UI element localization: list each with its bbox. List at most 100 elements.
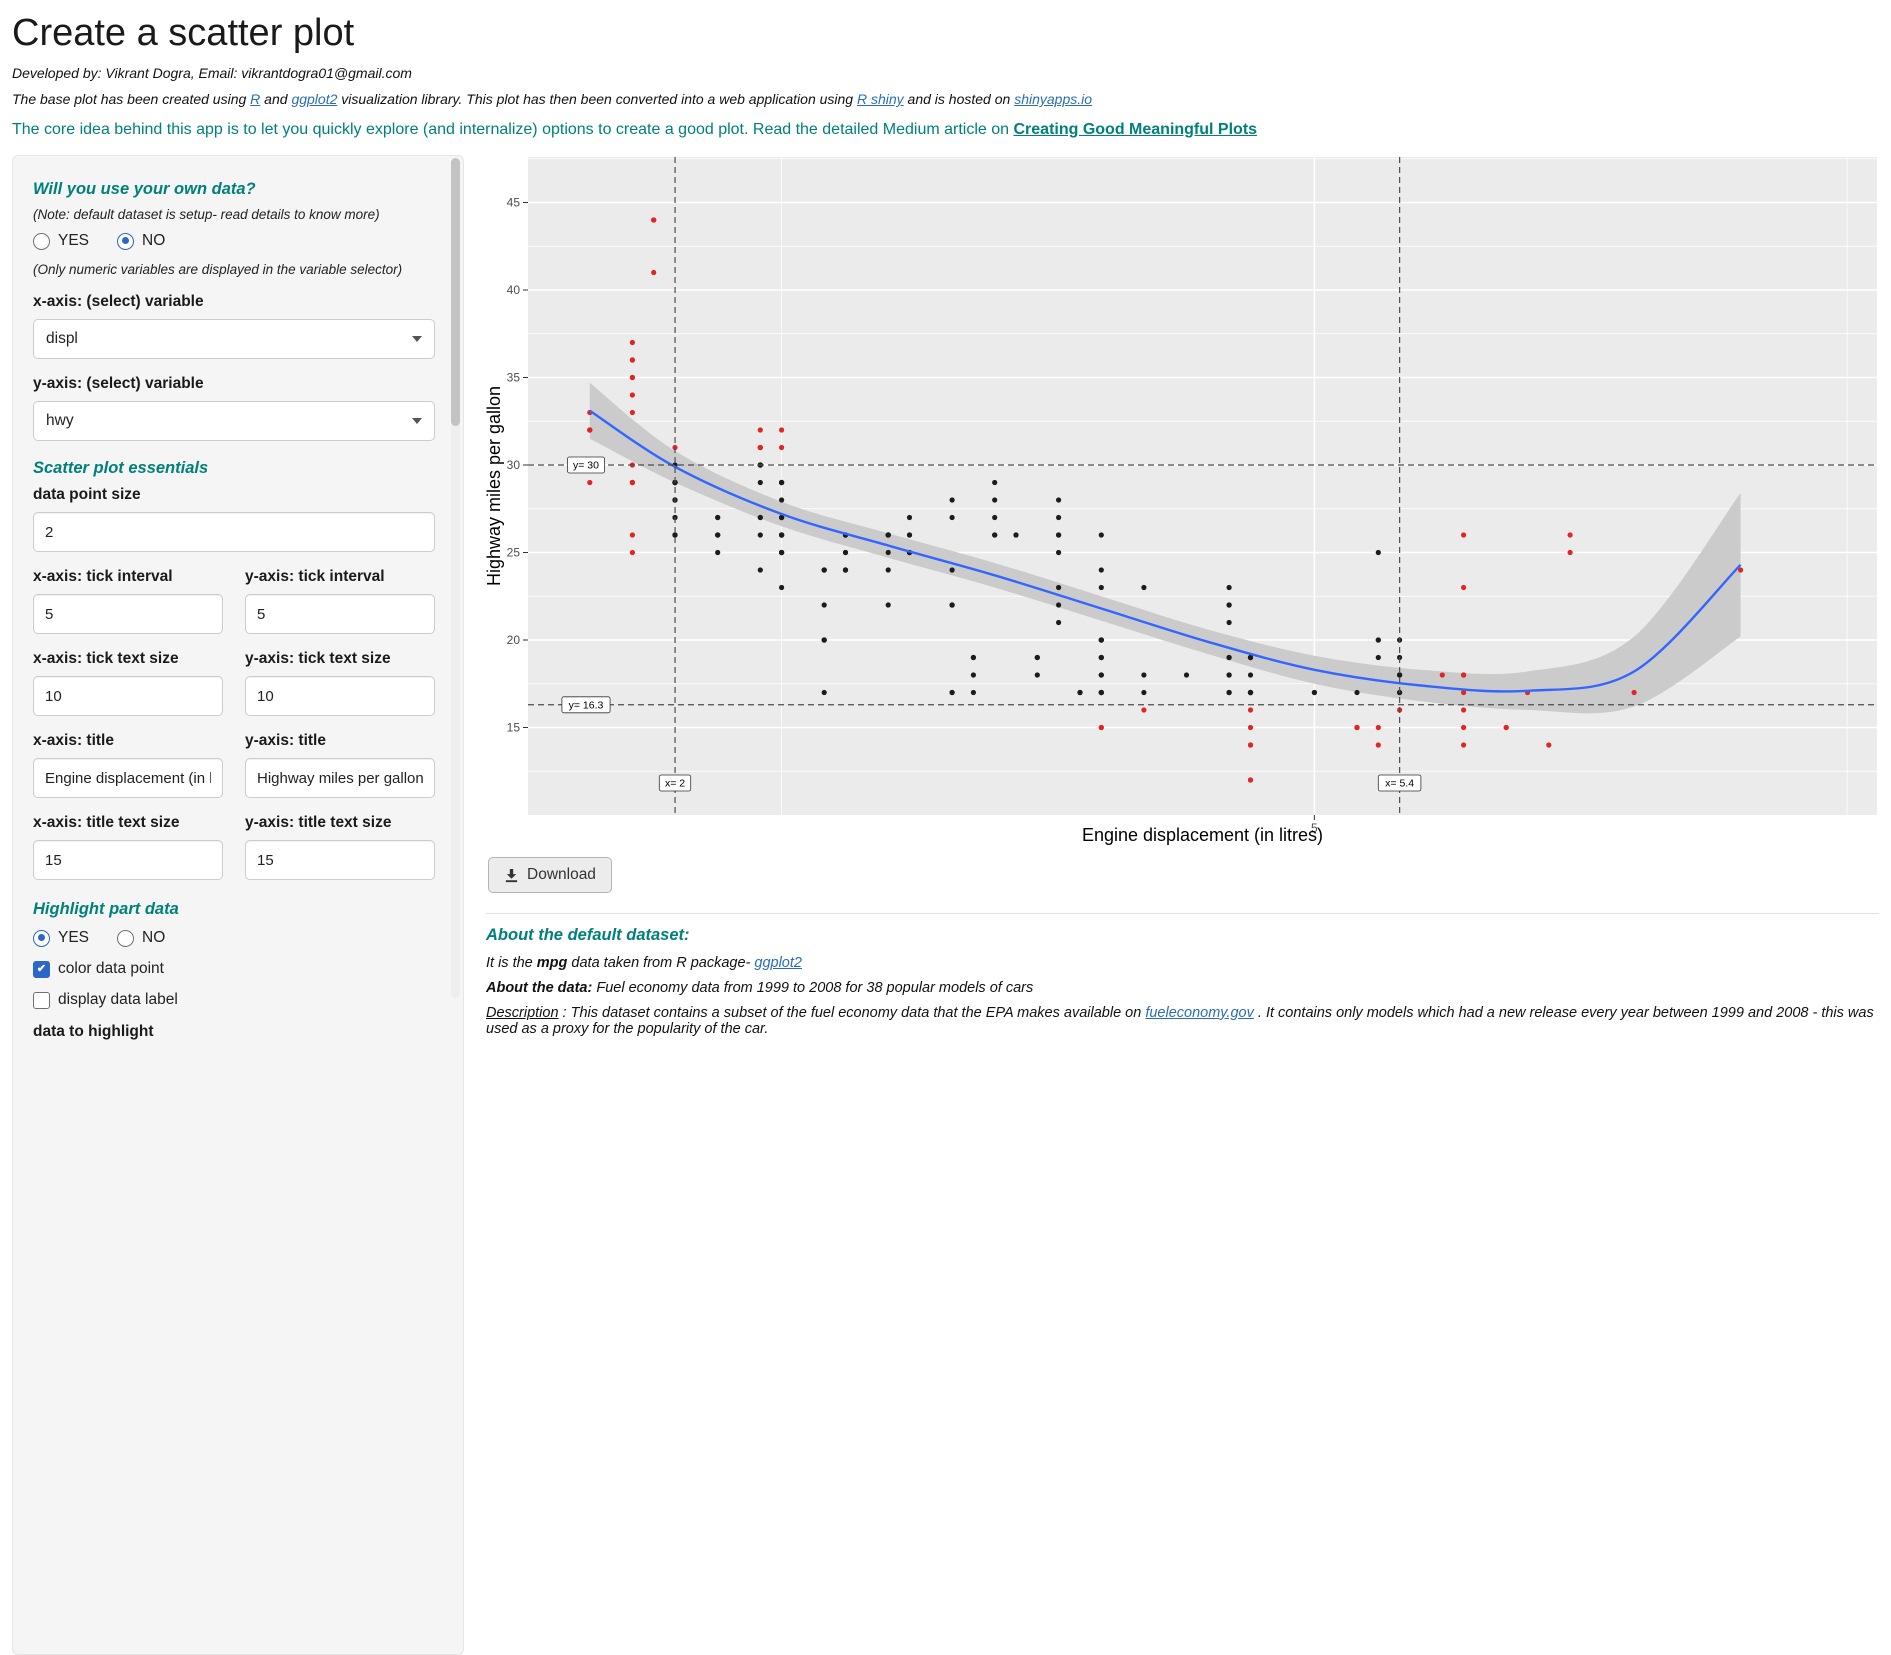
fueleconomy-link[interactable]: fueleconomy.gov [1145, 1005, 1254, 1021]
content-row: Will you use your own data? (Note: defau… [12, 155, 1879, 1655]
highlight-yes-radio[interactable]: YES [33, 929, 89, 947]
highlight-radio-group: YES NO [33, 929, 435, 947]
y-axis-title-label: y-axis: title [245, 732, 326, 749]
x-axis-title-input[interactable] [33, 758, 223, 798]
own-data-no-radio[interactable]: NO [117, 232, 165, 250]
point-size-label: data point size [33, 486, 141, 503]
y-axis-title-input[interactable] [245, 758, 435, 798]
highlight-heading: Highlight part data [33, 900, 179, 918]
tick-interval-row: x-axis: tick interval y-axis: tick inter… [33, 552, 435, 634]
display-data-label-checkbox[interactable]: display data label [33, 991, 435, 1009]
x-tick-interval-label: x-axis: tick interval [33, 568, 173, 585]
y-title-size-input[interactable] [245, 840, 435, 880]
numeric-variables-note: (Only numeric variables are displayed in… [33, 262, 403, 277]
radio-icon [117, 929, 135, 947]
description-label: Description [486, 1005, 559, 1021]
intro-line: The base plot has been created using R a… [12, 91, 1879, 107]
chevron-down-icon [412, 418, 422, 424]
shinyapps-link[interactable]: shinyapps.io [1014, 91, 1093, 107]
svg-text:x= 5.4: x= 5.4 [1385, 778, 1414, 790]
developer-credit: Developed by: Vikrant Dogra, Email: vikr… [12, 65, 412, 81]
highlight-no-radio[interactable]: NO [117, 929, 165, 947]
r-shiny-link[interactable]: R shiny [856, 91, 904, 107]
intro-text-4: and is hosted on [903, 91, 1015, 107]
about-heading: About the default dataset: [486, 926, 690, 944]
intro-text-2: and [260, 91, 292, 107]
about-line-3: Description : This dataset contains a su… [486, 1005, 1879, 1037]
highlight-no-label: NO [142, 929, 166, 946]
y-tick-interval-label: y-axis: tick interval [245, 568, 385, 585]
checkbox-icon [33, 991, 50, 1009]
smooth-line [589, 409, 1742, 693]
display-data-label-label: display data label [58, 991, 178, 1008]
about-line-1: It is the mpg data taken from R package-… [486, 955, 1879, 971]
mpg-name: mpg [536, 955, 568, 971]
own-data-yes-radio[interactable]: YES [33, 232, 89, 250]
svg-text:y= 16.3: y= 16.3 [569, 699, 604, 711]
checkbox-icon [33, 960, 50, 978]
confidence-band [589, 382, 1741, 714]
point-size-input[interactable] [33, 512, 435, 552]
y-tick-size-input[interactable] [245, 676, 435, 716]
r-link[interactable]: R [250, 91, 261, 107]
title-size-row: x-axis: title text size y-axis: title te… [33, 798, 435, 880]
svg-text:25: 25 [507, 546, 521, 560]
highlight-yes-label: YES [58, 929, 90, 946]
own-data-heading: Will you use your own data? [33, 180, 256, 198]
medium-article-link[interactable]: Creating Good Meaningful Plots [1013, 121, 1258, 138]
ggplot2-package-link[interactable]: ggplot2 [754, 955, 802, 971]
color-data-point-checkbox[interactable]: color data point [33, 960, 435, 978]
intro-text-1: The base plot has been created using [12, 91, 251, 107]
color-data-point-label: color data point [58, 960, 164, 977]
page-title: Create a scatter plot [12, 12, 355, 54]
about-line1-mid: data taken from R package- [567, 955, 755, 971]
x-variable-label: x-axis: (select) variable [33, 293, 204, 310]
y-tick-interval-input[interactable] [245, 594, 435, 634]
svg-text:x= 2: x= 2 [665, 778, 685, 790]
download-button[interactable]: Download [488, 857, 612, 893]
ggplot2-link[interactable]: ggplot2 [291, 91, 338, 107]
core-idea-line: The core idea behind this app is to let … [12, 121, 1879, 139]
data-to-highlight-label: data to highlight [33, 1023, 154, 1040]
x-title-size-label: x-axis: title text size [33, 814, 180, 831]
x-tick-size-label: x-axis: tick text size [33, 650, 179, 667]
about-line1-pre: It is the [486, 955, 537, 971]
tick-size-row: x-axis: tick text size y-axis: tick text… [33, 634, 435, 716]
svg-text:5: 5 [1311, 821, 1318, 835]
y-title-size-label: y-axis: title text size [245, 814, 392, 831]
x-tick-size-input[interactable] [33, 676, 223, 716]
about-the-data-label: About the data: [486, 980, 593, 996]
y-variable-label: y-axis: (select) variable [33, 375, 204, 392]
sidebar-scrollbar[interactable] [451, 158, 460, 998]
chevron-down-icon [412, 336, 422, 342]
y-variable-select[interactable]: hwy [33, 401, 435, 441]
x-title-size-input[interactable] [33, 840, 223, 880]
y-variable-value: hwy [46, 412, 74, 429]
x-axis-title-label: x-axis: title [33, 732, 114, 749]
svg-text:y= 30: y= 30 [573, 460, 599, 472]
svg-text:15: 15 [507, 721, 521, 735]
sidebar-scrollbar-thumb[interactable] [451, 158, 460, 426]
about-line2-text: Fuel economy data from 1999 to 2008 for … [592, 980, 1034, 996]
scatter-plot: y= 30 y= 16.3 x= 2 x= 5.4 15 20 25 30 35 40 45 5Eng… [486, 157, 1877, 846]
y-axis-title: Highway miles per gallon [486, 386, 504, 586]
data-points [587, 217, 1744, 783]
x-tick-interval-input[interactable] [33, 594, 223, 634]
svg-text:30: 30 [507, 458, 521, 472]
axis-title-row: x-axis: title y-axis: title [33, 716, 435, 798]
main-panel: y= 30 y= 16.3 x= 2 x= 5.4 15 20 25 30 35 40 45 5 Eng… [486, 155, 1879, 1046]
controls-sidebar: Will you use your own data? (Note: defau… [12, 155, 464, 1655]
radio-icon [33, 232, 50, 250]
reference-lines: y= 30 y= 16.3 x= 2 x= 5.4 [528, 157, 1877, 815]
x-variable-value: displ [46, 330, 78, 347]
own-data-radio-group: YES NO [33, 232, 435, 250]
own-data-no-label: NO [142, 232, 166, 249]
intro-text-3: visualization library. This plot has the… [337, 91, 857, 107]
download-icon [505, 868, 518, 882]
x-variable-select[interactable]: displ [33, 319, 435, 359]
core-idea-text: The core idea behind this app is to let … [12, 121, 1014, 138]
own-data-note: (Note: default dataset is setup- read de… [33, 207, 380, 222]
svg-text:45: 45 [507, 196, 521, 210]
